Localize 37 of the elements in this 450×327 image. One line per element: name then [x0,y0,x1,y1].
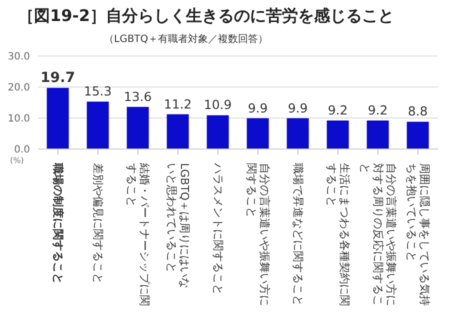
bar [286,118,309,149]
bar [46,88,69,149]
chart-title: ［図19-2］自分らしく生きるのに苦労を感じること [18,6,394,27]
y-tick-label: 30.0 [8,52,30,63]
data-label: 9.9 [248,100,268,116]
text: (%) [10,156,24,165]
bar [166,114,189,149]
y-tick-label: 10.0 [8,114,30,125]
data-label: 10.9 [204,97,232,112]
bar [246,118,269,149]
data-label: 9.9 [288,100,308,116]
y-tick-label: 20.0 [8,82,30,94]
data-label: 9.2 [368,102,388,118]
bar [206,115,229,149]
x-tick-label: LGBTQ＋は周りにはいないと思われていること [165,163,191,289]
x-tick-label: 周囲に隠し事をしている気持ちを抱いていること [405,163,431,306]
bar [406,122,429,149]
x-tick-label: 結婚・パートナーシップに関すること [125,162,151,306]
bar [326,120,349,149]
data-label: 13.6 [124,88,152,104]
x-tick-label: 自分の言葉遣いや振舞い方に関すること [245,163,271,306]
x-tick-label: 自分の言葉遣いや振舞い方に対する周りの反応に関すること [358,163,398,306]
x-tick-label: 差別や偏見に関すること [92,163,104,284]
chart-subtitle: （LGBTQ＋有職者対象／複数回答） [104,32,268,46]
x-tick-label: 職場の制度に関すること [52,162,64,284]
bar [126,106,149,149]
x-tick-label: 生活にまつわる各種契約に関すること [325,163,351,306]
bar [366,120,389,149]
bar [86,102,109,149]
x-tick-label: ハラスメントに関すること [212,162,224,295]
data-label: 8.8 [408,104,428,119]
x-tick-label: 職場で昇進などに関すること [292,163,304,306]
data-label: 15.3 [84,84,112,99]
y-tick-label: 0.0 [14,144,30,156]
data-label: 11.2 [164,96,192,112]
data-label: 9.2 [328,102,348,118]
data-label: 19.7 [40,70,76,86]
